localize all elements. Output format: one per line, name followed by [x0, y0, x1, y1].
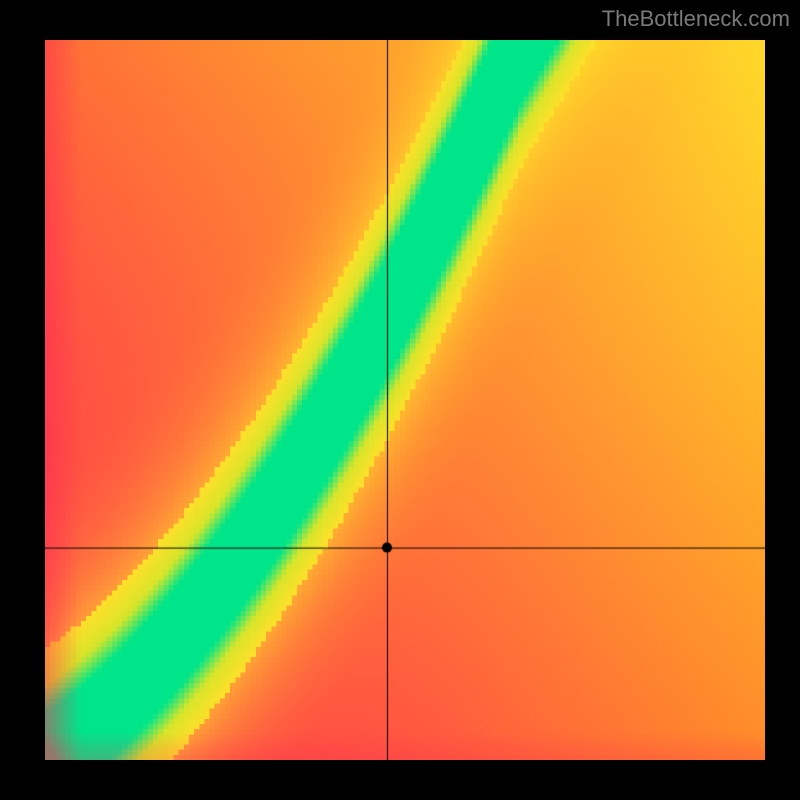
- watermark-text: TheBottleneck.com: [602, 6, 790, 32]
- bottleneck-heatmap: [45, 40, 765, 760]
